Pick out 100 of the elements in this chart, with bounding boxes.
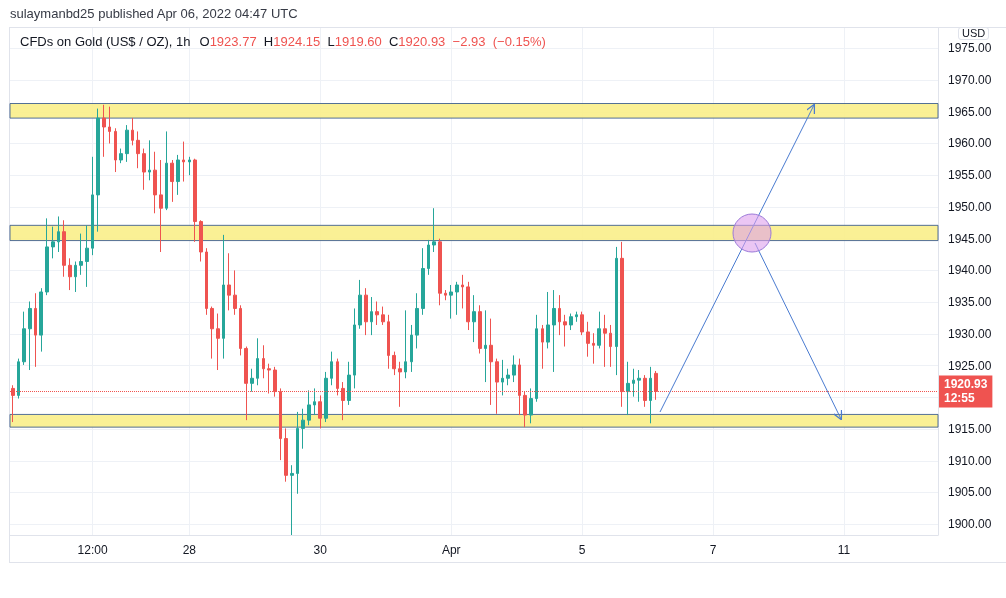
- candlestick: [284, 427, 288, 483]
- y-tick-label: 1900.00: [948, 517, 992, 532]
- candlestick: [449, 284, 453, 320]
- candlestick: [438, 238, 442, 306]
- candlestick: [410, 324, 413, 373]
- candlestick: [512, 354, 516, 383]
- y-tick-label: 1975.00: [948, 41, 992, 56]
- candlestick: [472, 294, 476, 343]
- candlestick: [466, 281, 470, 331]
- y-axis-title: USD: [958, 27, 990, 40]
- candlestick: [262, 344, 265, 379]
- candlestick: [541, 324, 544, 370]
- candlestick: [347, 361, 351, 406]
- candlestick: [501, 359, 504, 396]
- candlestick: [28, 300, 32, 371]
- candlestick: [170, 159, 174, 203]
- candlestick: [222, 234, 225, 360]
- candlestick: [125, 124, 129, 163]
- candlestick: [91, 156, 94, 256]
- candlestick: [592, 332, 595, 365]
- candlestick: [546, 291, 550, 349]
- y-tick-label: 1930.00: [948, 326, 992, 341]
- candlestick: [153, 151, 157, 214]
- text: O1923.77 H1924.15 L1919.60 C1920.93 −2.93 (−0.15%): [199, 34, 546, 49]
- candlestick: [632, 368, 635, 398]
- candlestick: [506, 368, 510, 386]
- candlestick: [609, 324, 612, 368]
- candlestick: [102, 104, 106, 158]
- candlestick: [358, 279, 362, 330]
- candlestick: [39, 287, 43, 353]
- candlestick: [387, 314, 390, 370]
- candlestick: [586, 321, 590, 358]
- x-tick-label: 5: [578, 543, 586, 557]
- candlestick: [637, 369, 641, 403]
- candlestick: [290, 464, 294, 536]
- candlestick: [233, 269, 237, 316]
- candlestick: [552, 289, 556, 373]
- candlestick: [17, 358, 20, 400]
- candlestick: [210, 306, 214, 360]
- candlestick: [415, 292, 419, 349]
- candlestick: [597, 311, 601, 349]
- candlestick: [34, 292, 37, 368]
- x-tick-label: 7: [709, 543, 717, 557]
- y-tick-label: 1940.00: [948, 263, 992, 278]
- candlestick: [136, 130, 140, 169]
- candlestick: [57, 215, 60, 253]
- candlestick: [62, 219, 66, 278]
- x-tick-label: Apr: [441, 543, 461, 557]
- candlestick: [239, 304, 242, 356]
- candlestick: [615, 246, 618, 376]
- y-tick-label: 1945.00: [948, 231, 992, 246]
- candlestick: [227, 252, 231, 311]
- candlestick: [580, 311, 584, 336]
- candlestick: [256, 337, 259, 386]
- x-tick-label: 12:00: [77, 543, 108, 557]
- candlestick: [119, 148, 123, 164]
- candlestick: [142, 148, 146, 191]
- candlestick: [250, 368, 254, 393]
- candlestick: [392, 351, 396, 376]
- candlestick: [626, 361, 630, 416]
- candlestick: [165, 130, 168, 211]
- x-tick-label: 28: [182, 543, 197, 557]
- candlestick: [301, 408, 305, 450]
- candlestick: [324, 371, 328, 423]
- candlestick: [216, 313, 220, 371]
- candlestick: [649, 366, 652, 424]
- y-tick-label: 1970.00: [948, 73, 992, 88]
- candlestick: [484, 309, 487, 383]
- candlestick: [296, 411, 299, 495]
- candlestick: [131, 117, 134, 146]
- ref-line-label: 1920.93 12:55: [944, 377, 988, 406]
- x-tick-label: 11: [837, 543, 851, 557]
- y-tick-label: 1925.00: [948, 358, 992, 373]
- candlestick: [381, 306, 385, 326]
- candlestick: [51, 226, 55, 259]
- candlestick: [353, 307, 356, 389]
- candlestick: [114, 127, 117, 173]
- candlestick: [22, 311, 26, 366]
- candlestick: [569, 313, 573, 331]
- candlestick: [193, 158, 197, 243]
- candlestick: [96, 108, 100, 233]
- candlestick: [45, 217, 49, 296]
- y-tick-label: 1910.00: [948, 453, 992, 468]
- y-tick-label: 1960.00: [948, 136, 992, 151]
- candlestick: [563, 314, 567, 348]
- candlestick: [330, 351, 333, 386]
- text: CFDs on Gold (US$ / OZ), 1h: [20, 34, 191, 49]
- candlestick: [176, 154, 180, 196]
- candlestick: [74, 261, 77, 293]
- candlestick: [79, 233, 83, 276]
- candlestick: [455, 281, 459, 316]
- candlestick: [529, 387, 533, 424]
- candlestick: [535, 314, 538, 403]
- candlestick: [575, 311, 578, 323]
- candlestick: [370, 296, 373, 336]
- candlestick: [364, 287, 368, 336]
- candlestick: [421, 247, 425, 316]
- y-tick-label: 1950.00: [948, 199, 992, 214]
- candlestick: [404, 309, 407, 379]
- y-tick-label: 1955.00: [948, 168, 992, 183]
